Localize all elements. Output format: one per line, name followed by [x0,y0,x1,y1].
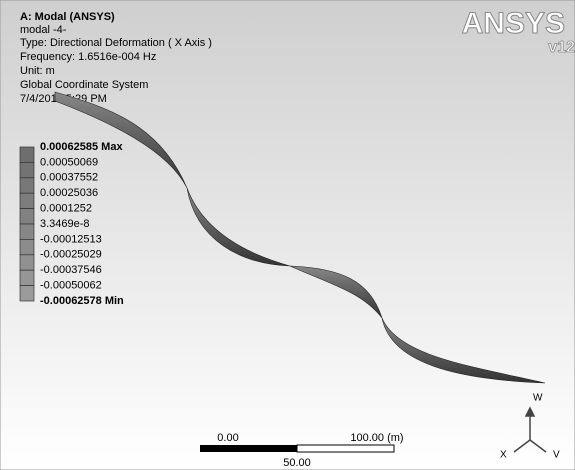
header-line: modal -4- [20,24,67,36]
legend-label: 3.3469e-8 [40,218,90,230]
header-line: Unit: m [20,65,55,77]
legend-label: -0.00050062 [40,280,102,292]
triad-label: V [553,450,560,461]
legend-swatch [20,178,34,193]
scale-label: 50.00 [283,457,311,469]
logo-name: ANSYS [462,7,565,40]
graphics-window: A: Modal (ANSYS) modal -4- Type: Directi… [0,0,575,470]
header-line: Frequency: 1.6516e-004 Hz [20,51,156,63]
scale-label: 100.00 (m) [350,432,403,444]
legend-label: 0.00025036 [40,187,98,199]
legend-swatch [20,209,34,224]
legend-label: -0.00062578 Min [40,295,124,307]
legend-swatch [20,224,34,239]
legend-swatch [20,286,34,301]
legend-swatch [20,255,34,270]
legend-swatch [20,270,34,285]
legend-label: -0.00025029 [40,249,102,261]
header-line: A: Modal (ANSYS) [20,11,115,23]
viewport: A: Modal (ANSYS) modal -4- Type: Directi… [0,0,575,470]
legend-label: 0.00062585 Max [40,141,123,153]
legend-swatch [20,162,34,177]
header-line: Type: Directional Deformation ( X Axis ) [20,37,212,49]
legend-label: 0.0001252 [40,203,92,215]
legend-label: -0.00037546 [40,264,102,276]
header-line: Global Coordinate System [20,79,148,91]
legend-swatch [20,193,34,208]
legend-label: 0.00037552 [40,172,98,184]
triad-label: W [533,393,543,404]
triad-label: X [500,450,507,461]
legend-swatch [20,147,34,162]
scale-label: 0.00 [217,432,238,444]
legend-label: 0.00050069 [40,156,98,168]
logo-version: v12 [548,39,575,56]
legend-swatch [20,239,34,254]
scale-bar-white [297,445,394,452]
legend-label: -0.00012513 [40,233,102,245]
scale-bar-black [200,445,297,452]
